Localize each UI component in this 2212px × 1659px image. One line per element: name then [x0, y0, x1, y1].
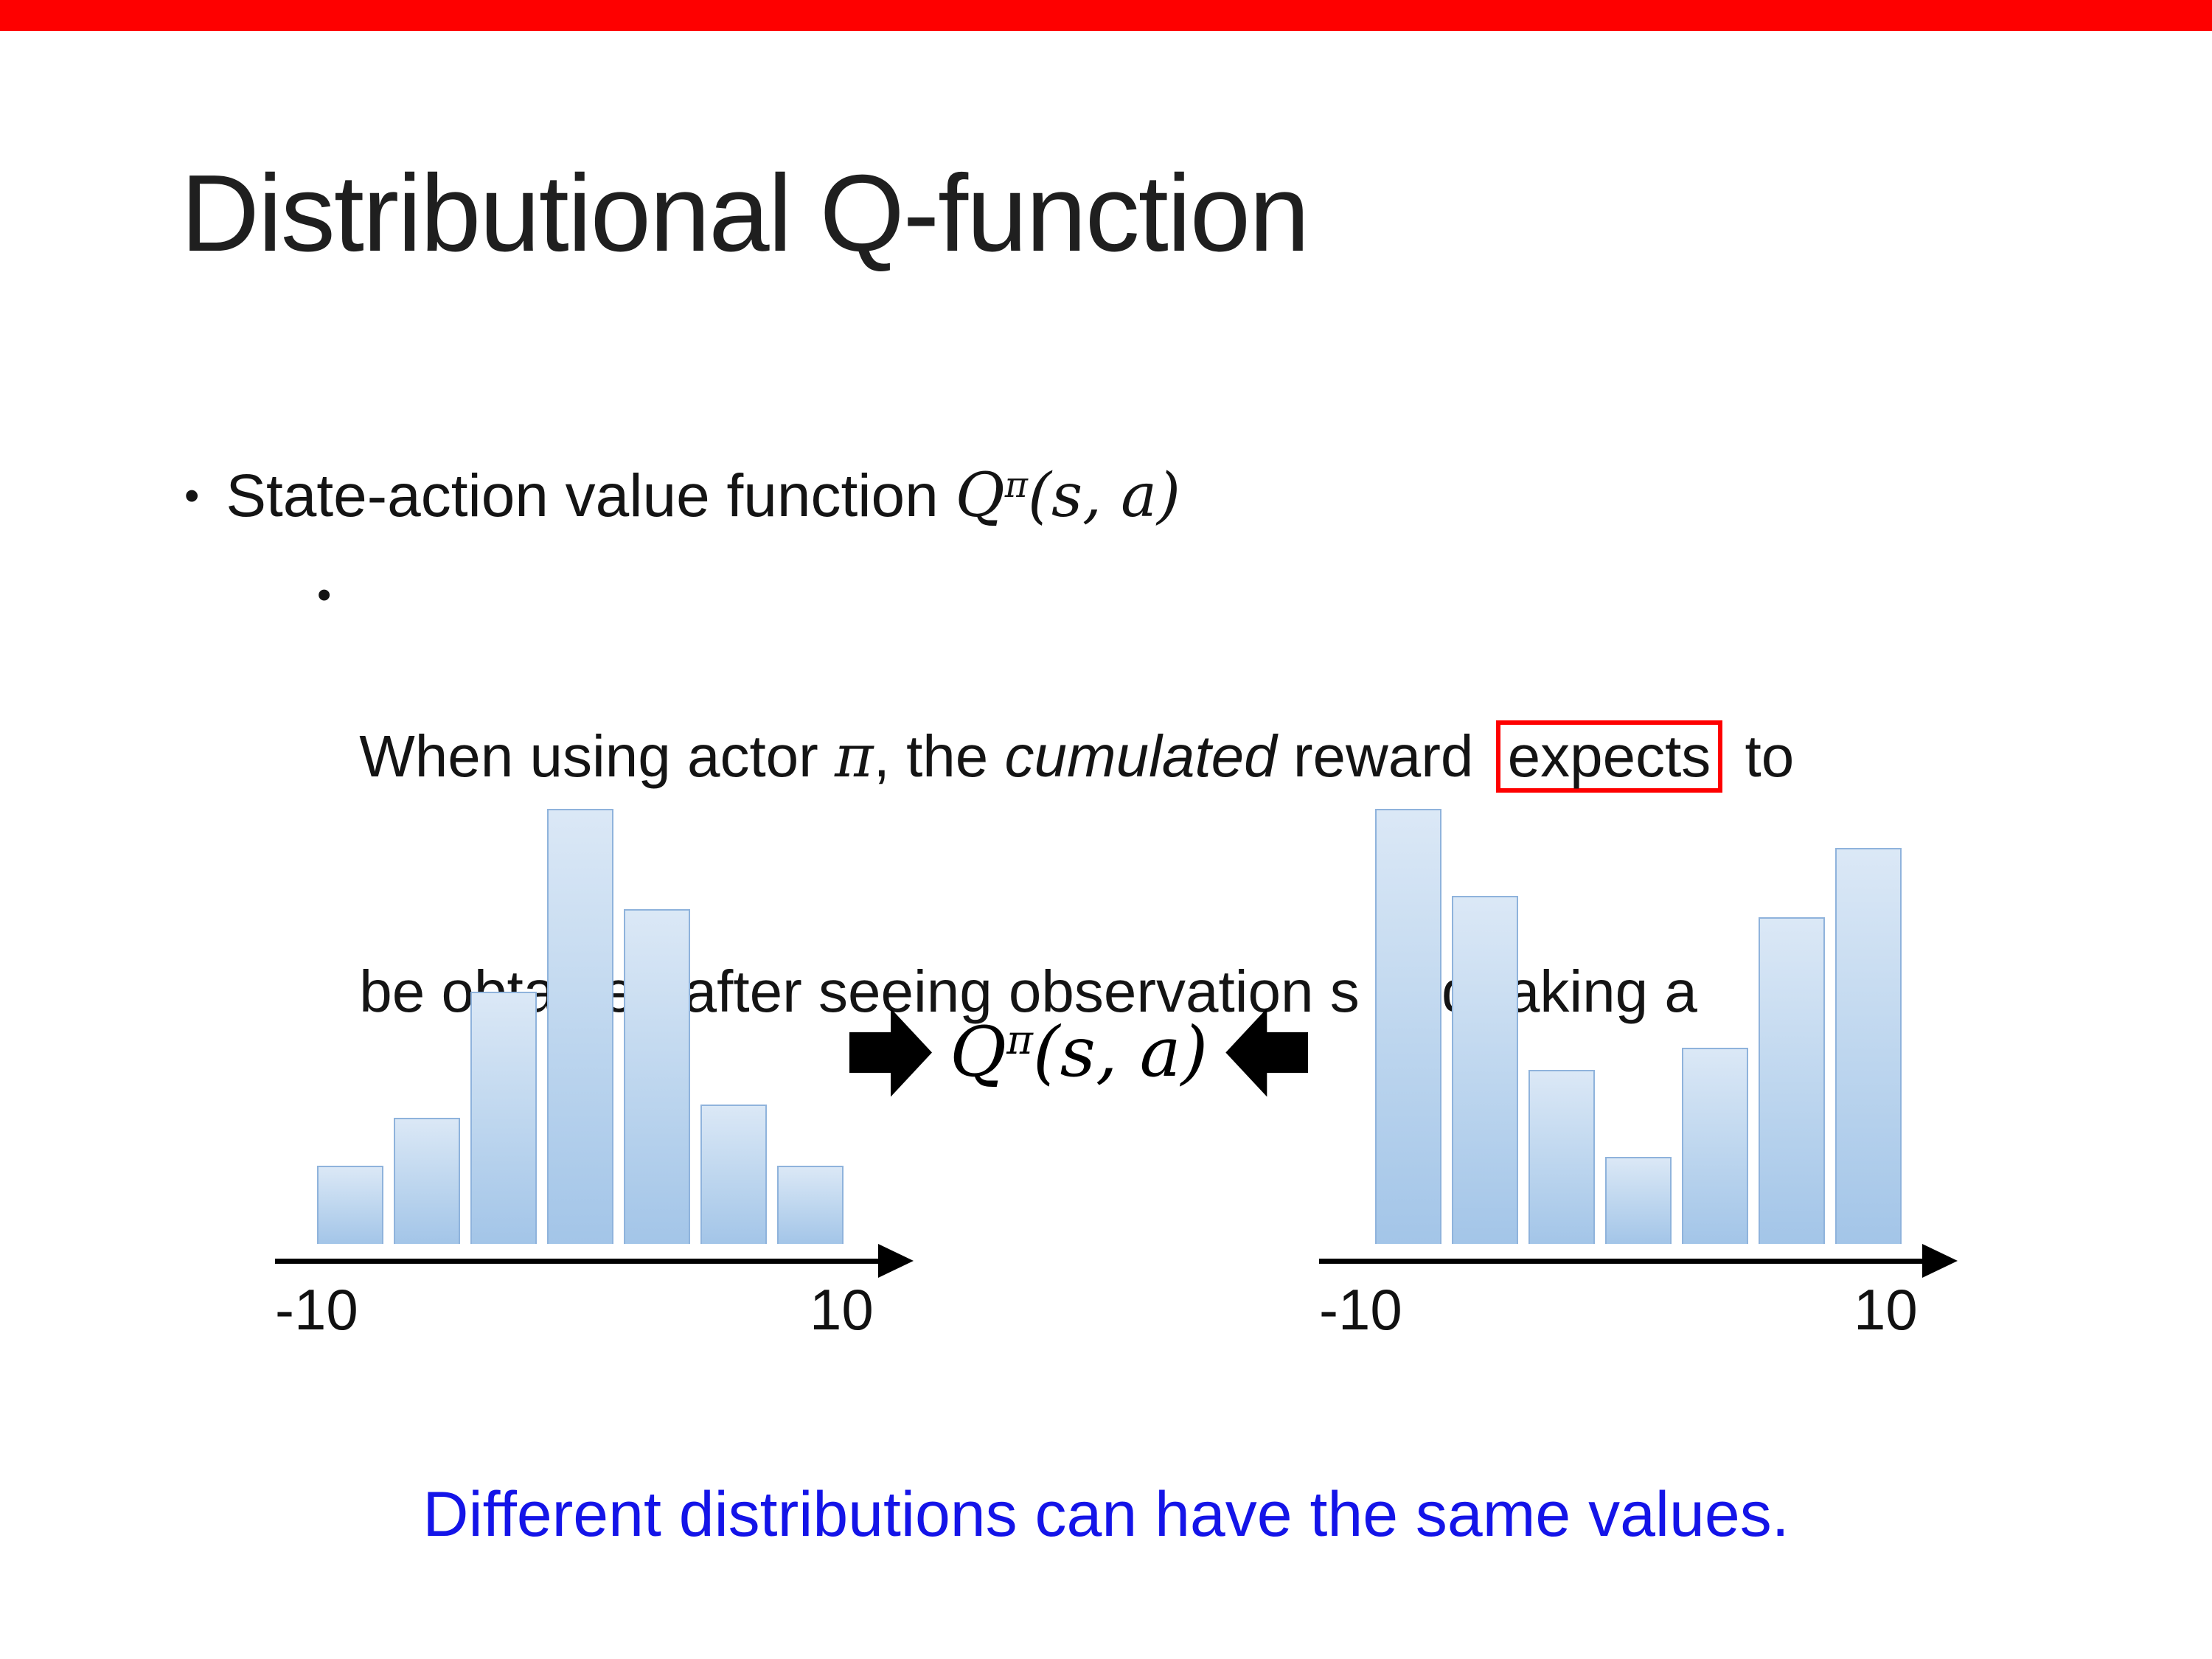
histogram-bar: [700, 1105, 767, 1244]
footer-note: Different distributions can have the sam…: [422, 1479, 1790, 1550]
bullet-main-prefix: State-action value function: [226, 462, 956, 529]
right-x-axis: [1319, 1244, 1968, 1281]
top-red-bar: [0, 0, 2212, 31]
q-function-inline-math: Qπ(s, a): [955, 461, 1181, 531]
histogram-bar: [547, 809, 613, 1244]
sub-bullet-marker: •: [317, 571, 332, 617]
bullet-sub: • When using actor π, the cumulated rewa…: [317, 560, 1794, 1188]
q-function-center-math: Qπ(s, a): [950, 1012, 1208, 1093]
bullet-main-text: State-action value function Qπ(s, a): [226, 461, 1180, 531]
histogram-bar: [317, 1166, 383, 1244]
left-histogram: -10 10: [275, 807, 924, 1353]
right-axis-label-min: -10: [1319, 1277, 1402, 1342]
sub-line-1: When using actor π, the cumulated reward…: [359, 717, 1794, 796]
histogram-bar: [470, 992, 537, 1244]
right-axis-arrowhead-icon: [1922, 1244, 1958, 1278]
left-axis-label-min: -10: [275, 1277, 358, 1342]
qpi-equivalence-group: Qπ(s, a): [849, 1003, 1309, 1102]
histogram-bar: [1605, 1157, 1672, 1244]
bullet-main: • State-action value function Qπ(s, a): [184, 461, 1180, 531]
left-axis-arrowhead-icon: [878, 1244, 914, 1278]
left-x-axis: [275, 1244, 924, 1281]
bullet-marker: •: [184, 472, 200, 520]
page-title: Distributional Q-function: [181, 153, 1310, 274]
bullet-sub-text: When using actor π, the cumulated reward…: [359, 560, 1794, 1188]
histogram-bar: [1835, 848, 1902, 1244]
right-histogram-bars: [1375, 807, 1902, 1244]
cumulated-italic: cumulated: [1004, 723, 1277, 789]
right-axis-label-max: 10: [1854, 1277, 1918, 1342]
right-axis-line: [1319, 1259, 1925, 1264]
right-histogram: -10 10: [1319, 807, 1968, 1353]
histogram-bar: [1452, 896, 1518, 1244]
histogram-bar: [777, 1166, 844, 1244]
arrow-right-icon: [849, 1008, 932, 1097]
pi-symbol: π: [835, 721, 874, 790]
histogram-bar: [1528, 1070, 1595, 1244]
expects-highlight-box: expects: [1495, 720, 1723, 793]
left-axis-label-max: 10: [810, 1277, 874, 1342]
histogram-bar: [1759, 917, 1825, 1244]
histogram-bar: [624, 909, 690, 1244]
histogram-bar: [394, 1118, 460, 1244]
histogram-bar: [1375, 809, 1441, 1244]
arrow-left-icon: [1225, 1008, 1309, 1097]
left-axis-line: [275, 1259, 881, 1264]
left-histogram-bars: [317, 807, 844, 1244]
histogram-bar: [1682, 1048, 1748, 1244]
